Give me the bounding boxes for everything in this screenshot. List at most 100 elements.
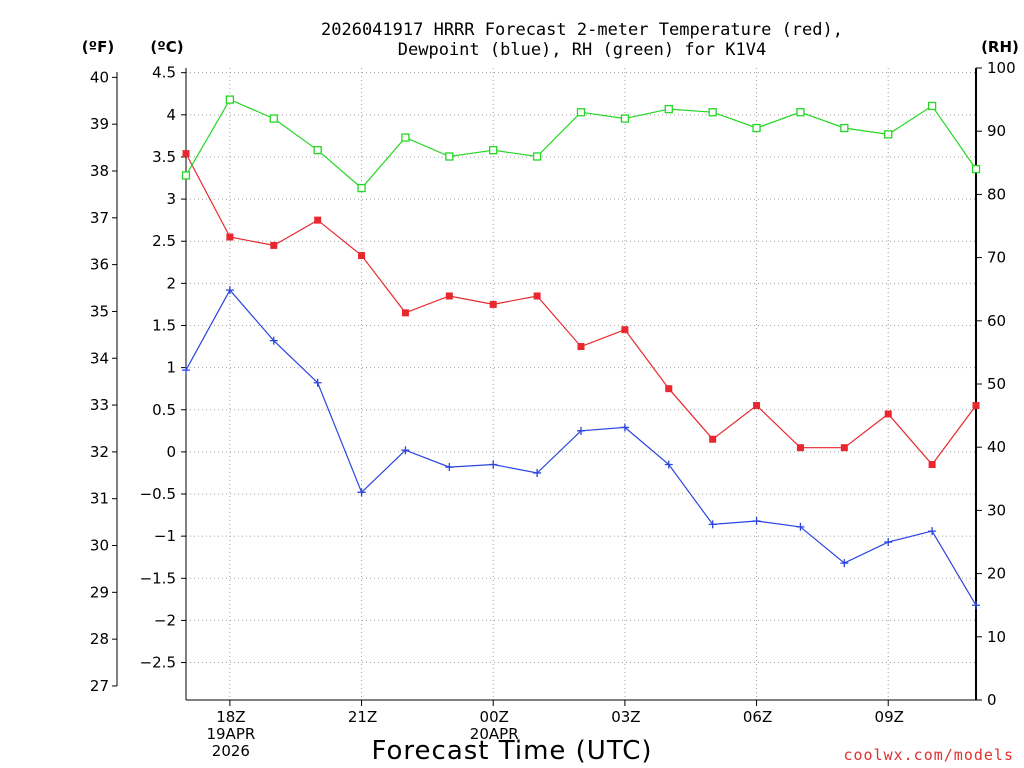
celsius-tick-label: −2 [154, 611, 176, 629]
dewpoint-point [620, 423, 629, 432]
series-temperature [182, 150, 980, 469]
unit-label-rh: (RH) [981, 38, 1019, 56]
rh-point [313, 146, 322, 155]
dewpoint-point [533, 468, 542, 477]
rh-point [401, 133, 410, 142]
rh-point [357, 183, 366, 193]
fahrenheit-tick-label: 30 [90, 537, 109, 555]
temperature-point [358, 252, 366, 260]
dewpoint-point [489, 460, 498, 469]
temperature-point [840, 444, 848, 452]
dewpoint-point [708, 520, 717, 529]
rh-tick-label: 20 [987, 565, 1006, 583]
celsius-tick-label: 2.5 [152, 232, 176, 250]
temperature-point [226, 233, 234, 241]
fahrenheit-tick-label: 38 [90, 162, 109, 180]
temperature-point [182, 150, 190, 158]
fahrenheit-tick-label: 37 [90, 209, 109, 227]
temperature-point [489, 300, 497, 308]
fahrenheit-tick-label: 32 [90, 443, 109, 461]
dewpoint-point [269, 336, 278, 345]
series-dewpoint [182, 286, 980, 610]
gridlines [186, 68, 976, 700]
rh-point [752, 123, 761, 133]
celsius-axis-ticks: 4.5 4 3.5 3 2.5 2 1.5 1 0.5 0 −0.5 −1 −1.5 −2 −2.5 [140, 64, 186, 672]
time-tick-label: 2026 [212, 742, 250, 760]
dewpoint-point [884, 538, 893, 547]
dewpoint-point [182, 366, 190, 375]
time-tick-label: 03Z [611, 708, 640, 726]
rh-tick-label: 60 [987, 312, 1006, 330]
dewpoint-point [401, 446, 410, 455]
series-rh [181, 95, 981, 193]
rh-point [489, 146, 498, 155]
time-tick-label: 21Z [348, 708, 377, 726]
rh-tick-label: 90 [987, 122, 1006, 140]
temperature-point [577, 343, 585, 351]
rh-point [664, 104, 673, 114]
fahrenheit-tick-label: 36 [90, 256, 109, 274]
rh-point [708, 108, 717, 117]
time-tick-label: 09Z [875, 708, 904, 726]
fahrenheit-axis-ticks: 40 39 38 37 36 35 34 33 32 31 30 29 28 27 [90, 68, 117, 695]
rh-tick-label: 10 [987, 628, 1006, 646]
series-line-temperature [185, 153, 977, 466]
rh-tick-label: 70 [987, 249, 1006, 267]
credit-text: coolwx.com/models [843, 746, 1014, 764]
rh-point [532, 152, 542, 161]
rh-tick-label: 30 [987, 501, 1006, 519]
unit-label-celsius: (ºC) [150, 38, 183, 56]
rh-tick-label: 40 [987, 438, 1006, 456]
celsius-tick-label: −1.5 [140, 569, 176, 587]
time-tick-label: 19APR [206, 725, 255, 743]
rh-point [445, 152, 454, 161]
temperature-point [709, 435, 717, 443]
time-tick-label: 06Z [743, 708, 772, 726]
chart-title-line2: Dewpoint (blue), RH (green) for K1V4 [398, 40, 766, 60]
dewpoint-point [664, 460, 673, 469]
rh-point [225, 95, 235, 104]
celsius-tick-label: 0.5 [152, 401, 176, 419]
time-tick-label: 00Z [480, 708, 509, 726]
fahrenheit-tick-label: 33 [90, 396, 109, 414]
celsius-tick-label: −0.5 [140, 485, 176, 503]
celsius-tick-label: 3 [166, 190, 176, 208]
temperature-point [884, 410, 892, 418]
temperature-point [314, 216, 322, 224]
temperature-point [533, 292, 541, 300]
temperature-point [928, 461, 936, 469]
rh-tick-label: 50 [987, 375, 1006, 393]
temperature-point [753, 402, 761, 410]
fahrenheit-tick-label: 34 [90, 349, 109, 367]
rh-point [840, 123, 849, 133]
unit-label-fahrenheit: (ºF) [82, 38, 114, 56]
rh-point [796, 108, 805, 117]
rh-tick-label: 80 [987, 185, 1006, 203]
fahrenheit-tick-label: 35 [90, 302, 109, 320]
x-axis-label: Forecast Time (UTC) [371, 736, 652, 766]
rh-point [269, 114, 278, 123]
fahrenheit-tick-label: 39 [90, 115, 109, 133]
celsius-tick-label: 4 [166, 106, 176, 124]
rh-point [181, 171, 191, 180]
fahrenheit-tick-label: 40 [90, 68, 109, 86]
dewpoint-point [445, 463, 454, 472]
time-tick-label: 18Z [216, 708, 245, 726]
rh-point [927, 101, 937, 111]
dewpoint-point [928, 527, 937, 536]
dewpoint-point [840, 559, 849, 568]
time-tick-label: 20APR [470, 725, 519, 743]
celsius-tick-label: 3.5 [152, 148, 176, 166]
celsius-tick-label: 4.5 [152, 64, 176, 82]
temperature-point [621, 326, 629, 334]
celsius-tick-label: 1 [166, 359, 176, 377]
temperature-point [445, 292, 453, 300]
chart-title-line1: 2026041917 HRRR Forecast 2-meter Tempera… [321, 20, 843, 40]
dewpoint-point [313, 378, 322, 387]
celsius-tick-label: 1.5 [152, 316, 176, 334]
fahrenheit-tick-label: 31 [90, 490, 109, 508]
rh-point [620, 114, 630, 123]
rh-tick-label: 0 [987, 691, 997, 709]
